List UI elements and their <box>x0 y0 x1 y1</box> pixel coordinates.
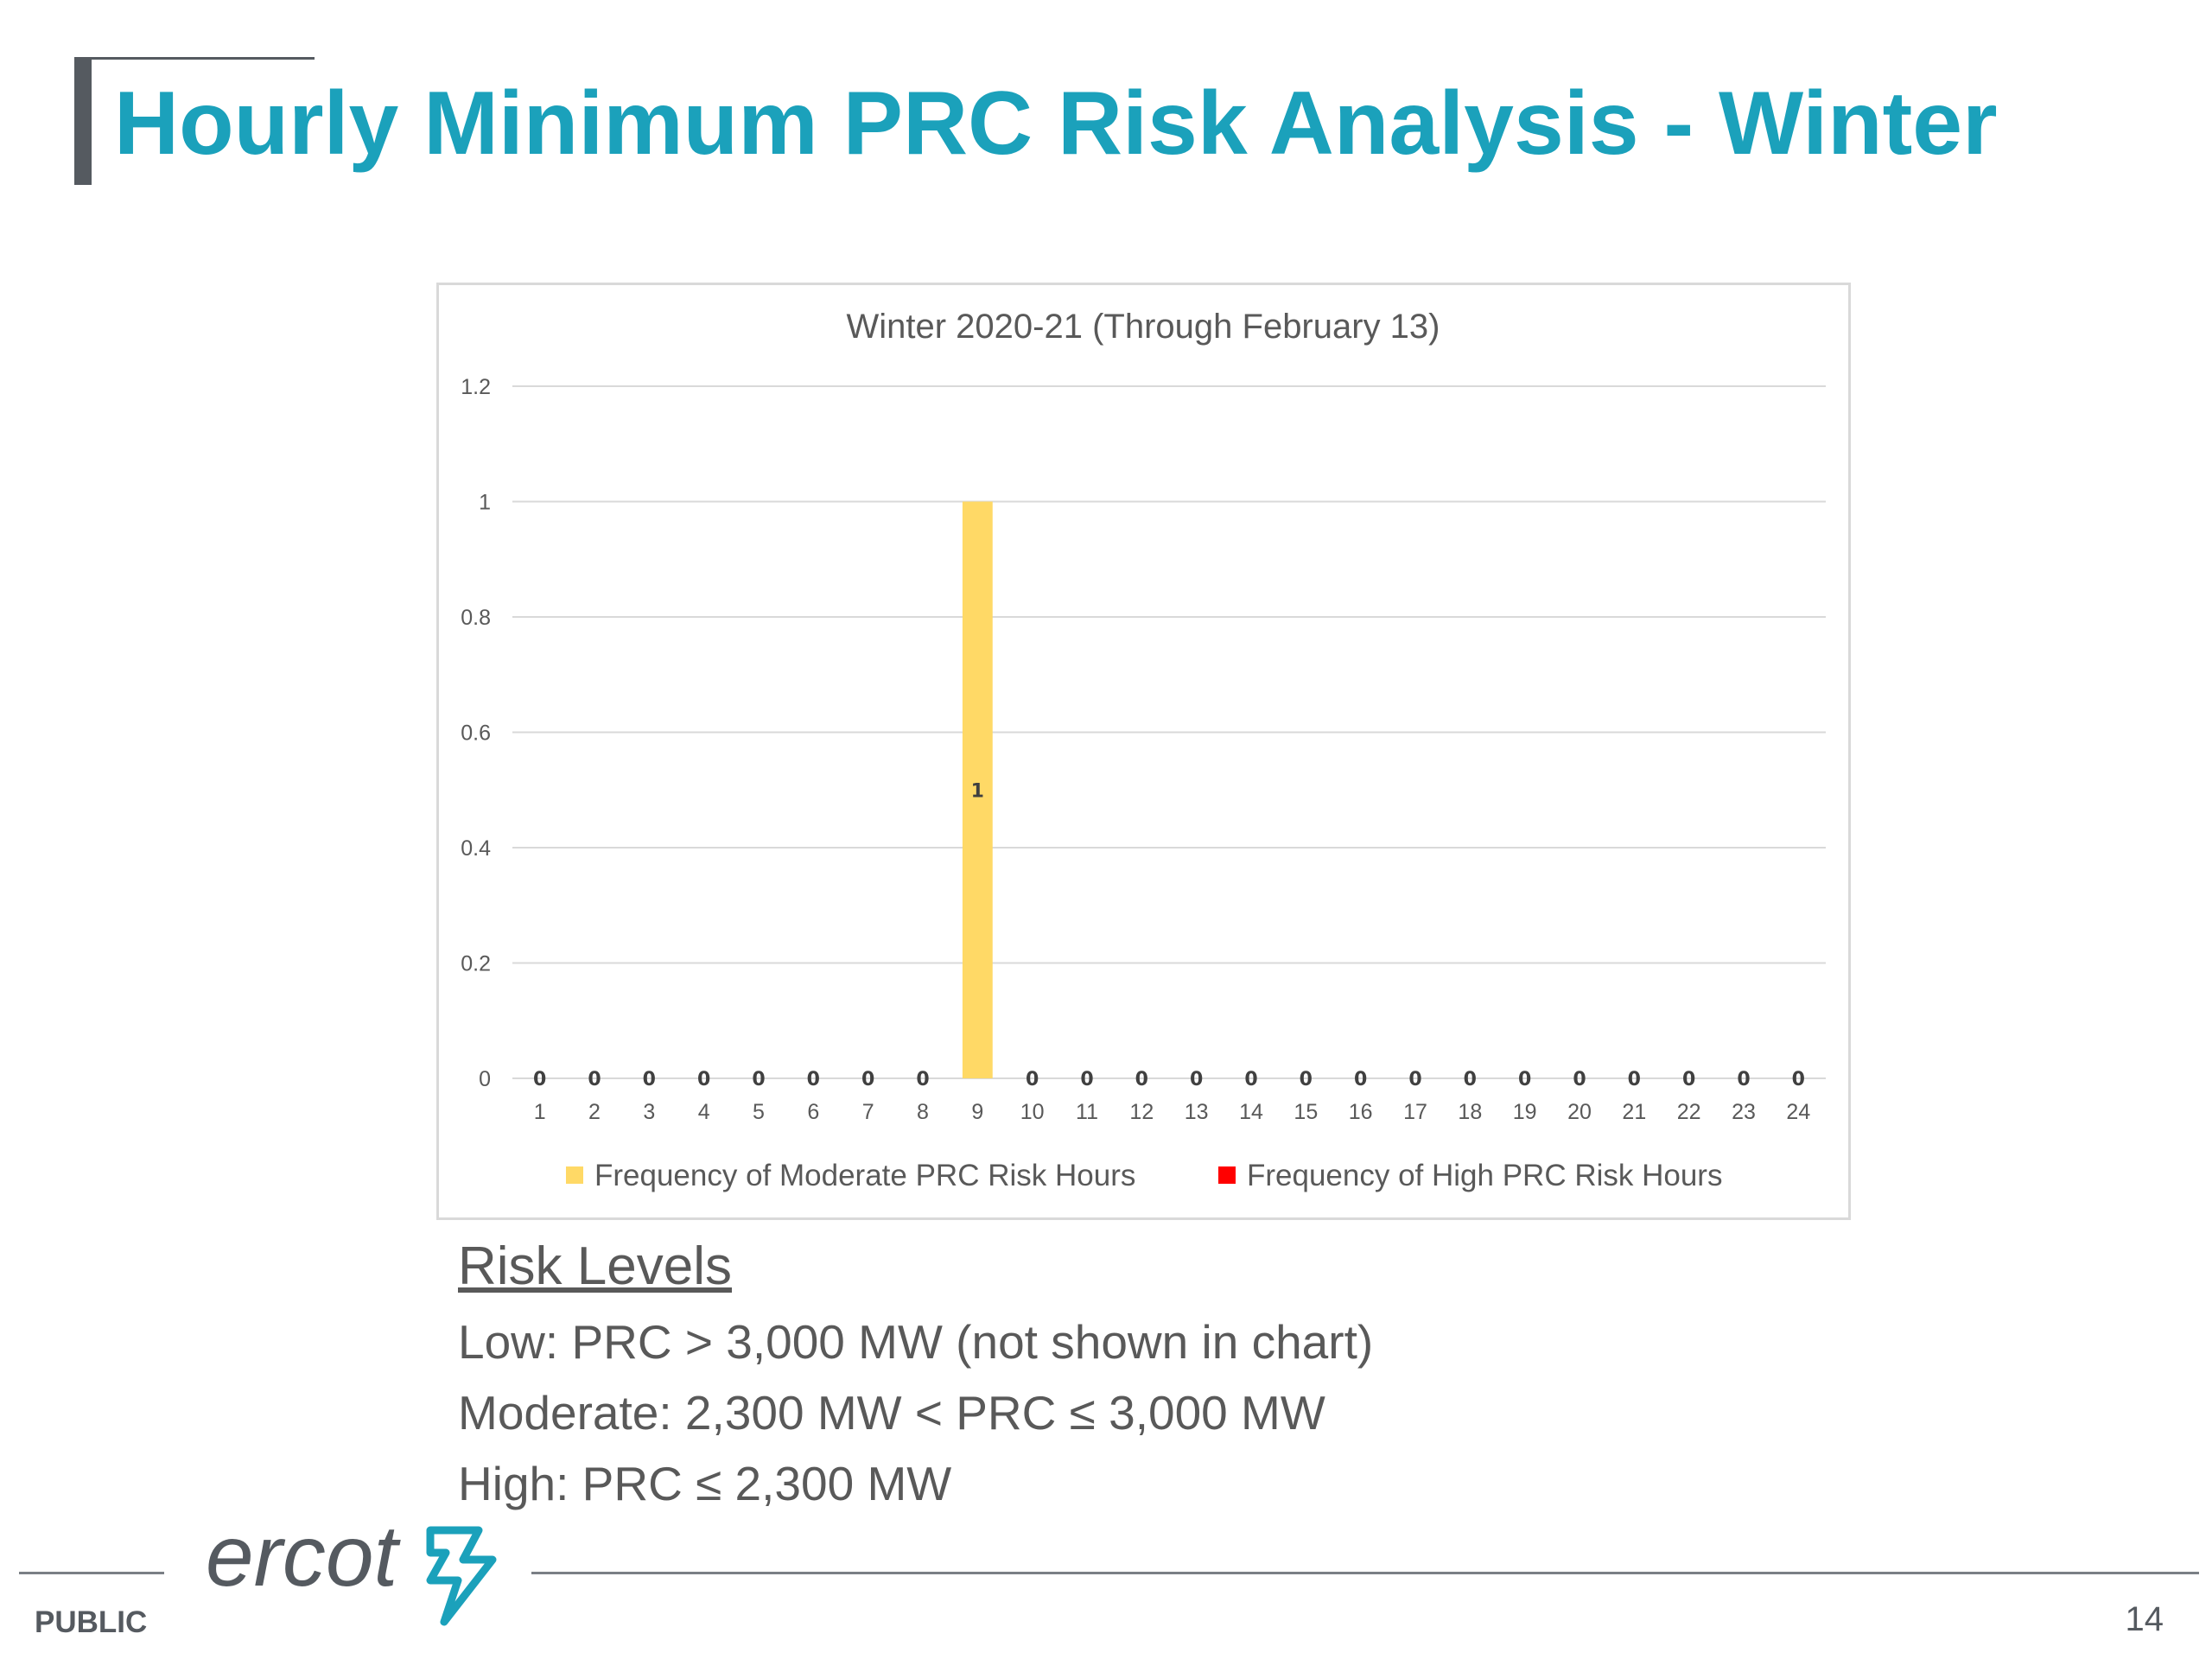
data-label: 0 <box>1518 1069 1531 1090</box>
ercot-bolt-icon <box>426 1526 497 1626</box>
data-label: 0 <box>1244 1069 1257 1090</box>
x-tick-label: 7 <box>862 1100 874 1124</box>
data-label: 0 <box>1300 1069 1313 1090</box>
risk-levels-heading: Risk Levels <box>458 1236 732 1296</box>
data-label: 0 <box>1026 1069 1039 1090</box>
data-label: 0 <box>1464 1069 1477 1090</box>
data-label: 1 <box>971 780 984 802</box>
x-tick-label: 4 <box>698 1100 710 1124</box>
x-tick-label: 9 <box>971 1100 983 1124</box>
footer-rule-left <box>19 1572 164 1574</box>
legend-swatch <box>566 1166 583 1184</box>
x-tick-label: 14 <box>1239 1100 1263 1124</box>
data-label: 0 <box>588 1069 601 1090</box>
bar-chart: Winter 2020-21 (Through February 13) 0 0.… <box>461 308 1826 1192</box>
data-label: 0 <box>807 1069 820 1090</box>
data-label: 0 <box>1737 1069 1750 1090</box>
x-tick-label: 6 <box>807 1100 819 1124</box>
x-tick-label: 5 <box>753 1100 765 1124</box>
y-tick-label: 1 <box>479 491 491 515</box>
x-tick-label: 13 <box>1185 1100 1209 1124</box>
x-tick-label: 22 <box>1677 1100 1701 1124</box>
y-tick-label: 1.2 <box>461 375 491 399</box>
risk-levels: Risk Levels Low: PRC > 3,000 MW (not sho… <box>458 1227 1373 1519</box>
data-label: 0 <box>697 1069 710 1090</box>
data-label: 0 <box>1135 1069 1148 1090</box>
slide-title: Hourly Minimum PRC Risk Analysis - Winte… <box>114 73 1998 174</box>
x-tick-label: 24 <box>1786 1100 1810 1124</box>
y-tick-label: 0.4 <box>461 836 491 861</box>
x-tick-label: 21 <box>1622 1100 1646 1124</box>
legend-label: Frequency of High PRC Risk Hours <box>1247 1159 1722 1192</box>
x-tick-label: 10 <box>1020 1100 1045 1124</box>
x-tick-label: 1 <box>534 1100 546 1124</box>
footer-classification: PUBLIC <box>35 1605 148 1639</box>
x-tick-label: 15 <box>1294 1100 1318 1124</box>
chart-title: Winter 2020-21 (Through February 13) <box>847 308 1440 346</box>
y-tick-label: 0.2 <box>461 952 491 976</box>
risk-level-high: High: PRC ≤ 2,300 MW <box>458 1457 952 1510</box>
risk-level-low: Low: PRC > 3,000 MW (not shown in chart) <box>458 1315 1374 1369</box>
data-label: 0 <box>1080 1069 1093 1090</box>
x-tick-label: 11 <box>1076 1100 1098 1124</box>
data-label: 0 <box>861 1069 874 1090</box>
data-label: 0 <box>1573 1069 1586 1090</box>
legend-swatch <box>1218 1166 1236 1184</box>
data-label: 0 <box>1190 1069 1203 1090</box>
x-tick-label: 17 <box>1403 1100 1427 1124</box>
x-tick-label: 19 <box>1513 1100 1537 1124</box>
x-tick-label: 8 <box>917 1100 929 1124</box>
risk-level-moderate: Moderate: 2,300 MW < PRC ≤ 3,000 MW <box>458 1386 1325 1440</box>
data-label: 0 <box>916 1069 929 1090</box>
x-tick-label: 12 <box>1129 1100 1154 1124</box>
y-tick-label: 0.6 <box>461 721 491 746</box>
footer-rule-right <box>531 1572 2199 1574</box>
x-tick-label: 23 <box>1732 1100 1756 1124</box>
y-tick-label: 0.8 <box>461 606 491 630</box>
data-label: 0 <box>1408 1069 1421 1090</box>
data-label: 0 <box>1354 1069 1367 1090</box>
data-label: 0 <box>1682 1069 1695 1090</box>
data-label: 0 <box>1792 1069 1805 1090</box>
data-label: 0 <box>533 1069 546 1090</box>
x-tick-label: 2 <box>588 1100 601 1124</box>
x-tick-label: 16 <box>1349 1100 1373 1124</box>
data-label: 0 <box>1628 1069 1641 1090</box>
chart-frame: Winter 2020-21 (Through February 13) 0 0.… <box>436 283 1851 1220</box>
title-accent-bar <box>74 57 92 185</box>
page-number: 14 <box>2125 1600 2164 1638</box>
data-label: 0 <box>752 1069 765 1090</box>
data-label: 0 <box>643 1069 656 1090</box>
bar <box>962 501 993 1078</box>
y-tick-label: 0 <box>479 1067 491 1091</box>
x-tick-label: 3 <box>643 1100 655 1124</box>
x-tick-label: 18 <box>1458 1100 1482 1124</box>
legend-label: Frequency of Moderate PRC Risk Hours <box>594 1159 1135 1192</box>
ercot-logo-text: ercot <box>206 1516 402 1605</box>
x-tick-label: 20 <box>1567 1100 1592 1124</box>
ercot-logo: ercot <box>204 1508 506 1633</box>
title-accent-line <box>74 57 315 60</box>
